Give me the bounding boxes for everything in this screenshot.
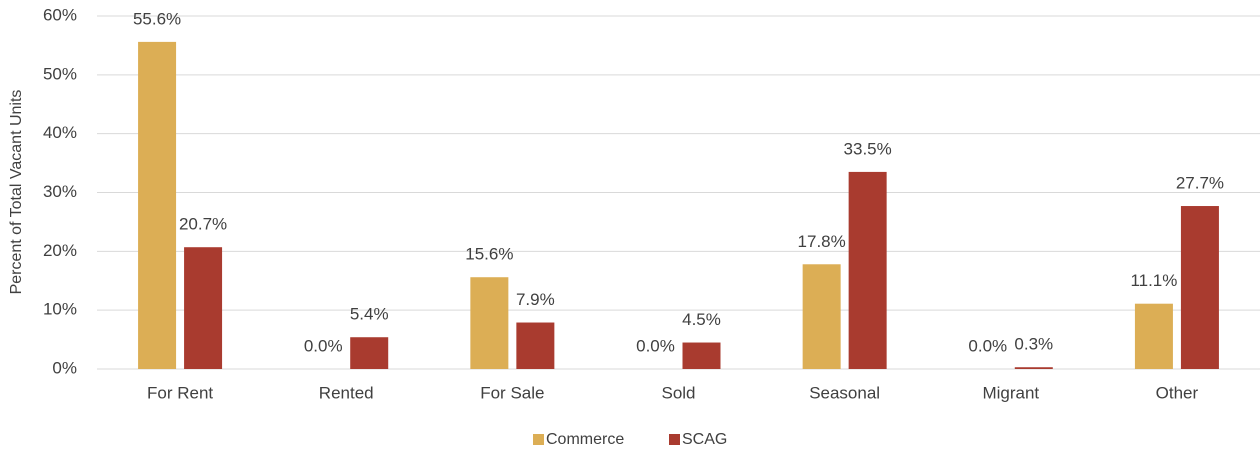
legend-swatch: [669, 434, 680, 445]
bar: [138, 41, 177, 370]
x-tick-label: For Sale: [480, 383, 544, 402]
y-tick-label: 0%: [52, 358, 77, 377]
data-label: 11.1%: [1130, 271, 1177, 290]
data-label: 27.7%: [1176, 174, 1224, 193]
data-label: 0.3%: [1014, 335, 1053, 354]
legend-swatch: [533, 434, 544, 445]
data-label: 55.6%: [133, 9, 181, 28]
y-tick-label: 30%: [43, 182, 77, 201]
data-label: 5.4%: [350, 305, 389, 324]
x-tick-label: Migrant: [982, 383, 1039, 402]
bar: [516, 322, 555, 369]
x-tick-label: For Rent: [147, 383, 213, 402]
y-tick-label: 50%: [43, 64, 77, 83]
y-tick-label: 60%: [43, 5, 77, 24]
data-label: 17.8%: [798, 232, 846, 251]
bar: [470, 277, 509, 369]
data-label: 0.0%: [636, 336, 675, 355]
bar: [1134, 303, 1173, 369]
y-tick-label: 40%: [43, 123, 77, 142]
data-label: 33.5%: [844, 139, 892, 158]
legend-label: Commerce: [546, 431, 624, 448]
data-label: 0.0%: [968, 336, 1007, 355]
legend-label: SCAG: [682, 431, 727, 448]
bar: [682, 342, 721, 369]
x-tick-label: Rented: [319, 383, 374, 402]
data-label: 20.7%: [179, 215, 227, 234]
bar: [848, 171, 887, 369]
bar: [184, 247, 223, 369]
data-label: 7.9%: [516, 290, 555, 309]
bar: [1014, 367, 1053, 369]
bar: [1180, 206, 1219, 369]
bar: [802, 264, 841, 369]
bar: [350, 337, 389, 369]
y-axis-label: Percent of Total Vacant Units: [8, 90, 25, 295]
data-label: 4.5%: [682, 310, 721, 329]
data-label: 15.6%: [465, 245, 513, 264]
x-tick-label: Other: [1156, 383, 1199, 402]
y-tick-label: 20%: [43, 241, 77, 260]
data-label: 0.0%: [304, 336, 343, 355]
x-tick-label: Sold: [661, 383, 695, 402]
y-tick-label: 10%: [43, 300, 77, 319]
x-tick-label: Seasonal: [809, 383, 880, 402]
